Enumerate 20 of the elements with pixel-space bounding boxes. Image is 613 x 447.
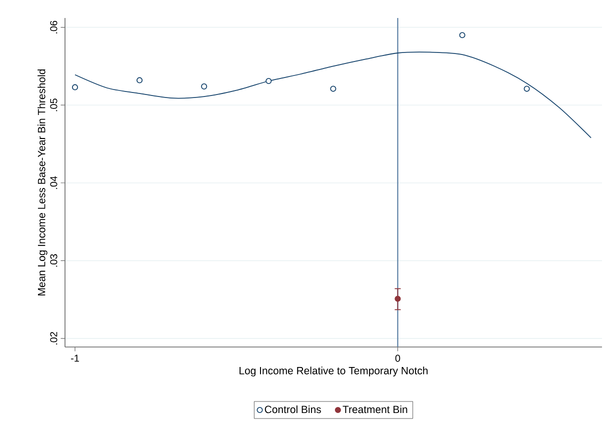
y-tick-label: .03: [50, 254, 58, 267]
x-axis-title: Log Income Relative to Temporary Notch: [240, 366, 428, 376]
point: [330, 86, 336, 92]
point: [266, 78, 272, 84]
legend-label: Control Bins: [264, 405, 321, 414]
point: [72, 84, 78, 90]
point: [136, 77, 143, 84]
y-tick-label: .04: [50, 176, 58, 189]
y-axis-title: Mean Log Income Less Base-Year Bin Threshold: [38, 69, 48, 296]
point: [459, 32, 466, 38]
y-tick-label: .06: [50, 20, 58, 34]
x-tick-label: 0: [395, 354, 400, 362]
point: [524, 86, 530, 92]
legend-label: Treatment Bin: [342, 405, 408, 414]
point: [394, 296, 401, 302]
point: [201, 83, 208, 90]
y-tick-label: .02: [50, 332, 58, 344]
y-tick-label: .05: [50, 98, 58, 112]
line-series: [74, 52, 592, 138]
x-tick-label: -1: [71, 354, 79, 362]
